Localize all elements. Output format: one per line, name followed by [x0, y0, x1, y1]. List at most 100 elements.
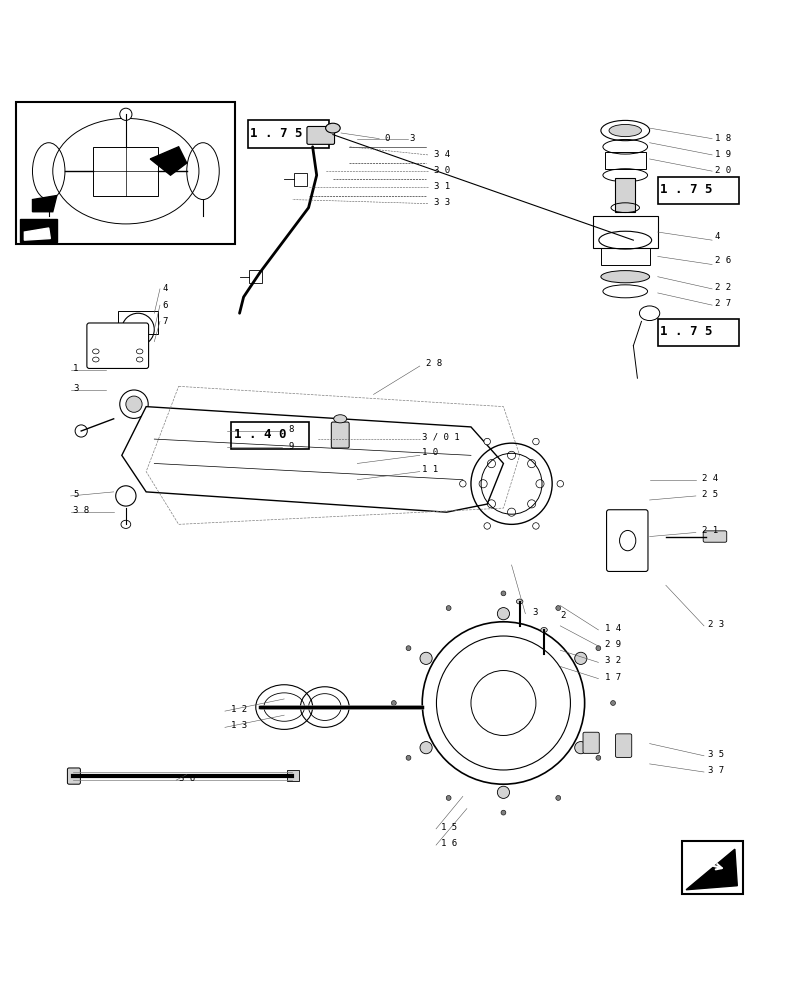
Text: 3: 3 — [531, 608, 537, 617]
Text: 9: 9 — [288, 442, 294, 451]
Ellipse shape — [92, 357, 99, 362]
Text: 1 4: 1 4 — [604, 624, 620, 633]
Text: 1 3: 1 3 — [231, 721, 247, 730]
Bar — [286, 770, 298, 781]
Text: 1 . 7 5: 1 . 7 5 — [250, 127, 303, 140]
Text: 3 0: 3 0 — [434, 166, 450, 175]
Bar — [592, 216, 657, 248]
Bar — [615, 178, 634, 212]
Polygon shape — [32, 196, 57, 212]
Bar — [681, 841, 742, 894]
Polygon shape — [122, 407, 503, 512]
Polygon shape — [150, 147, 187, 175]
Text: 1 5: 1 5 — [440, 823, 457, 832]
Text: 2 8: 2 8 — [426, 359, 442, 368]
Ellipse shape — [540, 627, 547, 632]
Bar — [657, 319, 738, 346]
Ellipse shape — [599, 231, 650, 249]
Ellipse shape — [610, 701, 615, 705]
Text: 1 9: 1 9 — [714, 150, 730, 159]
FancyBboxPatch shape — [331, 422, 349, 448]
Bar — [93, 147, 158, 196]
Text: 2: 2 — [560, 611, 565, 620]
Text: 8: 8 — [288, 425, 294, 434]
Bar — [231, 422, 308, 449]
Ellipse shape — [459, 481, 466, 487]
Text: 1 . 4 0: 1 . 4 0 — [234, 428, 286, 441]
Ellipse shape — [600, 271, 649, 283]
Ellipse shape — [500, 810, 505, 815]
Text: 2 6: 2 6 — [714, 256, 730, 265]
Text: 0: 0 — [384, 134, 389, 143]
Ellipse shape — [422, 622, 584, 784]
Text: 3 / 0 1: 3 / 0 1 — [422, 432, 459, 441]
Ellipse shape — [608, 124, 641, 137]
Ellipse shape — [119, 108, 131, 120]
Ellipse shape — [574, 742, 586, 754]
Ellipse shape — [325, 123, 340, 133]
Ellipse shape — [419, 652, 431, 664]
Ellipse shape — [532, 438, 539, 445]
Text: 2 3: 2 3 — [707, 620, 723, 629]
Bar — [294, 173, 307, 186]
Ellipse shape — [555, 606, 560, 611]
Ellipse shape — [120, 390, 148, 418]
Ellipse shape — [496, 608, 508, 620]
Text: 2 5: 2 5 — [702, 490, 718, 499]
FancyBboxPatch shape — [702, 531, 726, 542]
Ellipse shape — [406, 755, 410, 760]
Ellipse shape — [574, 652, 586, 664]
FancyBboxPatch shape — [87, 323, 148, 368]
Text: 2 0: 2 0 — [714, 166, 730, 175]
Ellipse shape — [500, 591, 505, 596]
Text: 4: 4 — [162, 284, 168, 293]
Ellipse shape — [446, 606, 450, 611]
Ellipse shape — [122, 313, 154, 346]
FancyBboxPatch shape — [615, 734, 631, 757]
Text: 3 2: 3 2 — [604, 656, 620, 665]
Ellipse shape — [92, 349, 99, 354]
Text: 2 4: 2 4 — [702, 474, 718, 483]
Polygon shape — [685, 849, 736, 890]
Ellipse shape — [532, 523, 539, 529]
Text: 3: 3 — [409, 134, 414, 143]
Text: 3 7: 3 7 — [707, 766, 723, 775]
Bar — [247, 120, 328, 148]
Ellipse shape — [595, 755, 600, 760]
Text: 1 6: 1 6 — [440, 839, 457, 848]
Text: 3: 3 — [73, 384, 79, 393]
Bar — [20, 219, 57, 242]
FancyBboxPatch shape — [67, 768, 80, 784]
Ellipse shape — [136, 349, 143, 354]
Text: 4: 4 — [714, 232, 719, 241]
Text: 3 8: 3 8 — [73, 506, 89, 515]
Ellipse shape — [136, 357, 143, 362]
Ellipse shape — [126, 396, 142, 412]
Text: 2 7: 2 7 — [714, 299, 730, 308]
Ellipse shape — [516, 599, 522, 604]
Text: 1: 1 — [73, 364, 79, 373]
Ellipse shape — [483, 438, 490, 445]
Text: 3 1: 3 1 — [434, 182, 450, 191]
Ellipse shape — [333, 415, 346, 423]
Ellipse shape — [496, 786, 508, 798]
Ellipse shape — [483, 523, 490, 529]
FancyBboxPatch shape — [582, 732, 599, 753]
Bar — [600, 248, 649, 265]
Polygon shape — [24, 228, 50, 240]
Text: 1 7: 1 7 — [604, 673, 620, 682]
Text: 3 3: 3 3 — [434, 198, 450, 207]
Text: 1 . 7 5: 1 . 7 5 — [659, 325, 712, 338]
Text: 2 9: 2 9 — [604, 640, 620, 649]
Text: 2 2: 2 2 — [714, 283, 730, 292]
Text: 1 . 7 5: 1 . 7 5 — [659, 183, 712, 196]
Bar — [657, 177, 738, 204]
Text: 1 0: 1 0 — [422, 448, 438, 457]
Bar — [118, 311, 158, 334]
Text: 6: 6 — [162, 301, 168, 310]
Bar — [16, 102, 235, 244]
Text: 1 1: 1 1 — [422, 465, 438, 474]
Text: 1 8: 1 8 — [714, 134, 730, 143]
Ellipse shape — [419, 742, 431, 754]
Text: 5: 5 — [73, 490, 79, 499]
